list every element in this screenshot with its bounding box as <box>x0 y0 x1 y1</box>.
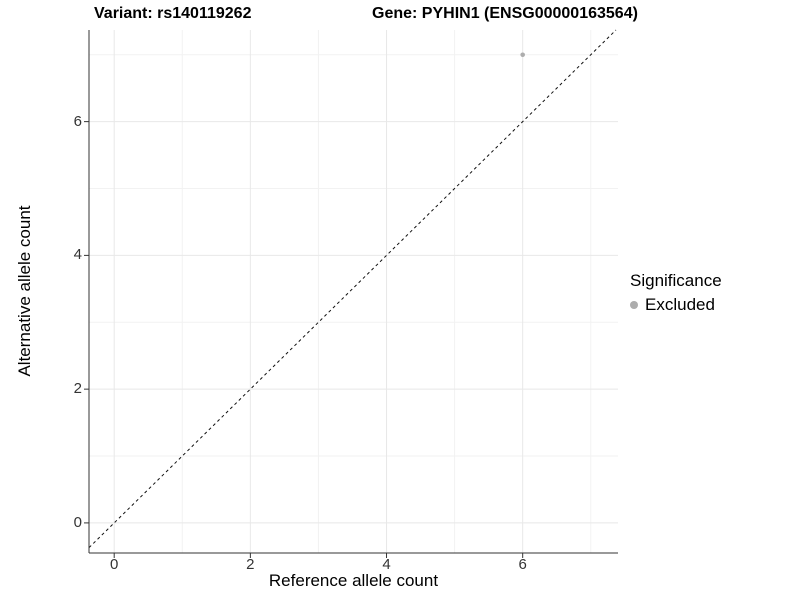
y-tick-label: 0 <box>73 513 82 531</box>
x-axis-title: Reference allele count <box>268 571 439 590</box>
plot-title-gene: Gene: PYHIN1 (ENSG00000163564) <box>372 5 638 22</box>
y-tick-label: 4 <box>73 246 82 264</box>
x-tick-label: 4 <box>382 556 391 573</box>
legend-key-dot-icon <box>630 301 638 309</box>
legend-title: Significance <box>630 271 722 290</box>
data-point-excluded <box>520 52 525 58</box>
legend: Significance Excluded <box>630 271 780 315</box>
y-axis-title: Alternative allele count <box>15 205 34 377</box>
x-tick-label: 6 <box>518 556 527 573</box>
legend-item-excluded: Excluded <box>630 295 780 315</box>
identity-dashed-line <box>88 29 617 549</box>
y-tick-label: 6 <box>73 112 82 130</box>
x-tick-label: 0 <box>110 556 119 573</box>
y-tick-label: 2 <box>73 380 82 398</box>
x-tick-label: 2 <box>246 556 255 573</box>
legend-item-label: Excluded <box>645 295 715 314</box>
plot-title-variant: Variant: rs140119262 <box>94 5 252 22</box>
